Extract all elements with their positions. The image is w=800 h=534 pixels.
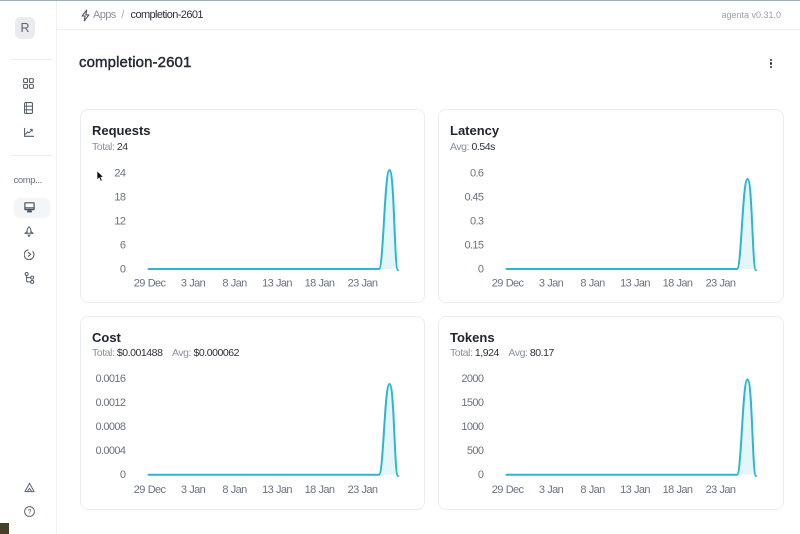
svg-text:18 Jan: 18 Jan [662, 484, 692, 496]
svg-text:13 Jan: 13 Jan [262, 278, 292, 290]
svg-text:0.15: 0.15 [464, 240, 483, 252]
svg-text:18 Jan: 18 Jan [304, 484, 334, 496]
svg-text:8 Jan: 8 Jan [580, 484, 605, 496]
svg-text:12: 12 [114, 216, 125, 228]
svg-text:3 Jan: 3 Jan [538, 278, 563, 290]
svg-text:3 Jan: 3 Jan [180, 484, 205, 496]
svg-text:13 Jan: 13 Jan [620, 484, 650, 496]
svg-text:18: 18 [114, 191, 125, 203]
svg-text:0.0012: 0.0012 [95, 396, 125, 408]
svg-text:23 Jan: 23 Jan [347, 484, 377, 496]
svg-text:29 Dec: 29 Dec [491, 484, 524, 496]
svg-text:0: 0 [119, 469, 125, 481]
svg-text:0: 0 [477, 469, 483, 481]
svg-text:?: ? [28, 509, 32, 516]
svg-text:0.0004: 0.0004 [95, 445, 125, 457]
svg-text:6: 6 [119, 240, 125, 252]
svg-text:13 Jan: 13 Jan [262, 484, 292, 496]
svg-text:13 Jan: 13 Jan [620, 278, 650, 290]
svg-text:0.0008: 0.0008 [95, 421, 125, 433]
svg-text:1500: 1500 [461, 396, 483, 408]
svg-text:23 Jan: 23 Jan [705, 278, 735, 290]
svg-text:3 Jan: 3 Jan [538, 484, 563, 496]
svg-text:23 Jan: 23 Jan [347, 278, 377, 290]
svg-text:8 Jan: 8 Jan [222, 278, 247, 290]
svg-text:0: 0 [477, 264, 483, 276]
svg-text:18 Jan: 18 Jan [304, 278, 334, 290]
svg-text:29 Dec: 29 Dec [491, 278, 524, 290]
svg-text:0: 0 [119, 264, 125, 276]
svg-text:0.45: 0.45 [464, 191, 483, 203]
svg-text:1000: 1000 [461, 421, 483, 433]
svg-text:18 Jan: 18 Jan [662, 278, 692, 290]
svg-text:0.3: 0.3 [469, 216, 483, 228]
svg-text:8 Jan: 8 Jan [222, 484, 247, 496]
svg-text:29 Dec: 29 Dec [133, 484, 166, 496]
svg-text:24: 24 [114, 167, 125, 179]
svg-text:8 Jan: 8 Jan [580, 278, 605, 290]
svg-text:0.0016: 0.0016 [95, 372, 125, 384]
svg-text:29 Dec: 29 Dec [133, 278, 166, 290]
svg-text:500: 500 [466, 445, 483, 457]
svg-text:0.6: 0.6 [469, 167, 483, 179]
svg-text:23 Jan: 23 Jan [705, 484, 735, 496]
svg-text:3 Jan: 3 Jan [180, 278, 205, 290]
svg-text:2000: 2000 [461, 372, 483, 384]
